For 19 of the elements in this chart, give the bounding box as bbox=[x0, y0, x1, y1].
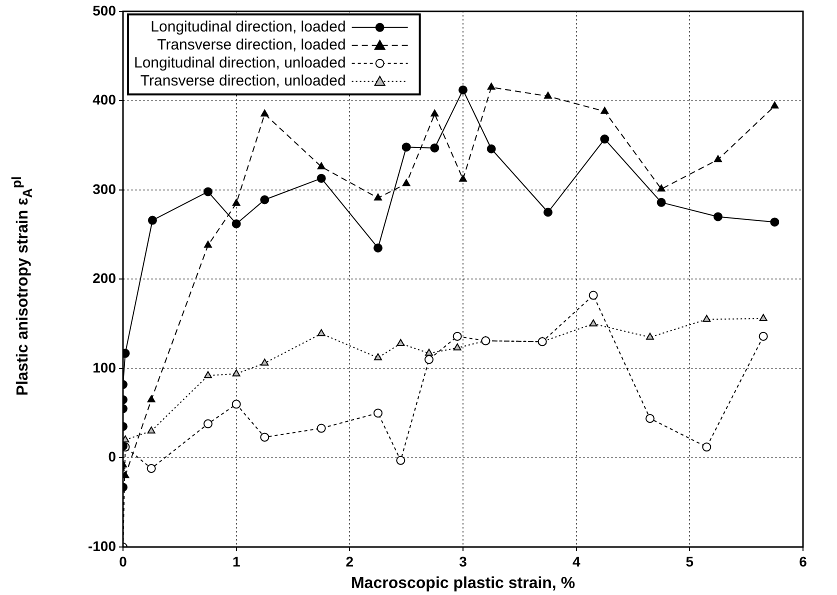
y-tick-label: 300 bbox=[92, 180, 116, 197]
y-tick-label: 100 bbox=[92, 359, 116, 376]
x-tick-label: 3 bbox=[459, 553, 468, 570]
x-tick-label: 5 bbox=[686, 553, 694, 570]
x-tick-label: 0 bbox=[119, 553, 128, 570]
legend-label: Transverse direction, unloaded bbox=[140, 72, 346, 90]
legend-label: Longitudinal direction, unloaded bbox=[134, 54, 346, 72]
legend-label: Transverse direction, loaded bbox=[157, 36, 346, 54]
y-tick-label: 400 bbox=[92, 92, 116, 108]
legend-label: Longitudinal direction, loaded bbox=[150, 18, 346, 36]
y-tick-label: 500 bbox=[92, 2, 116, 18]
x-tick-label: 4 bbox=[572, 553, 580, 570]
x-tick-label: 6 bbox=[799, 553, 808, 570]
x-tick-label: 1 bbox=[232, 553, 240, 570]
y-tick-label: 200 bbox=[92, 270, 116, 286]
x-tick-label: 2 bbox=[346, 553, 354, 570]
y-tick-label: -100 bbox=[88, 538, 116, 554]
y-tick-label: 0 bbox=[108, 448, 116, 465]
x-axis-title: Macroscopic plastic strain, % bbox=[350, 574, 576, 592]
